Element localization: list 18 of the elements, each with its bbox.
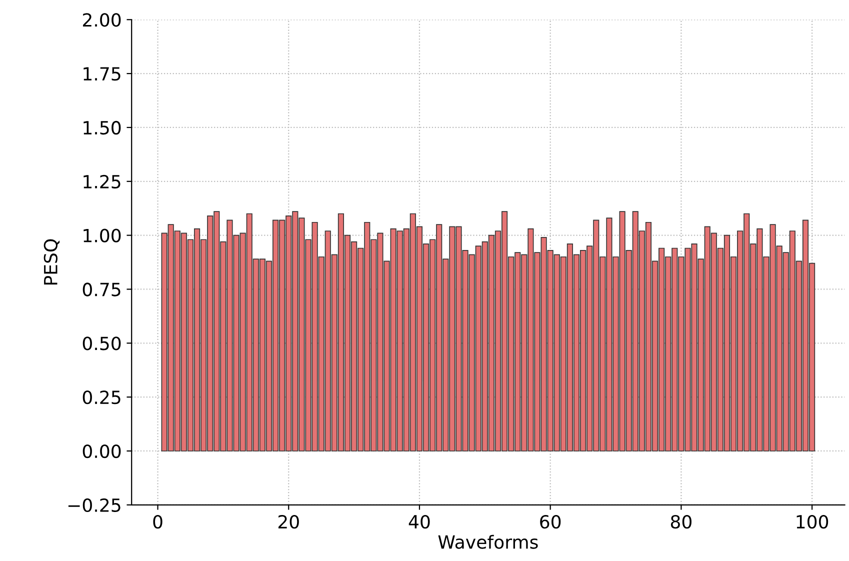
x-tick-label: 80	[670, 514, 692, 529]
y-tick-label: 0.75	[82, 282, 120, 296]
y-axis-title: PESQ	[44, 239, 60, 284]
y-tick-label: 2.00	[82, 13, 121, 27]
y-tick-label: −0.25	[68, 498, 120, 512]
y-tick-label: 1.75	[84, 67, 120, 81]
y-tick-label: 1.00	[84, 228, 121, 242]
x-tick-label: 0	[153, 514, 162, 529]
y-tick-label: 1.50	[84, 120, 121, 135]
y-tick-label: 1.25	[84, 174, 120, 189]
y-tick-label: 0.00	[82, 444, 121, 458]
x-tick-label: 100	[796, 514, 828, 529]
x-tick-label: 20	[278, 514, 299, 529]
x-tick-label: 40	[408, 514, 430, 529]
y-tick-label: 0.25	[82, 390, 120, 404]
x-axis-title: Waveforms	[438, 534, 538, 549]
x-tick-label: 60	[540, 514, 561, 529]
y-tick-label: 0.50	[82, 336, 121, 350]
